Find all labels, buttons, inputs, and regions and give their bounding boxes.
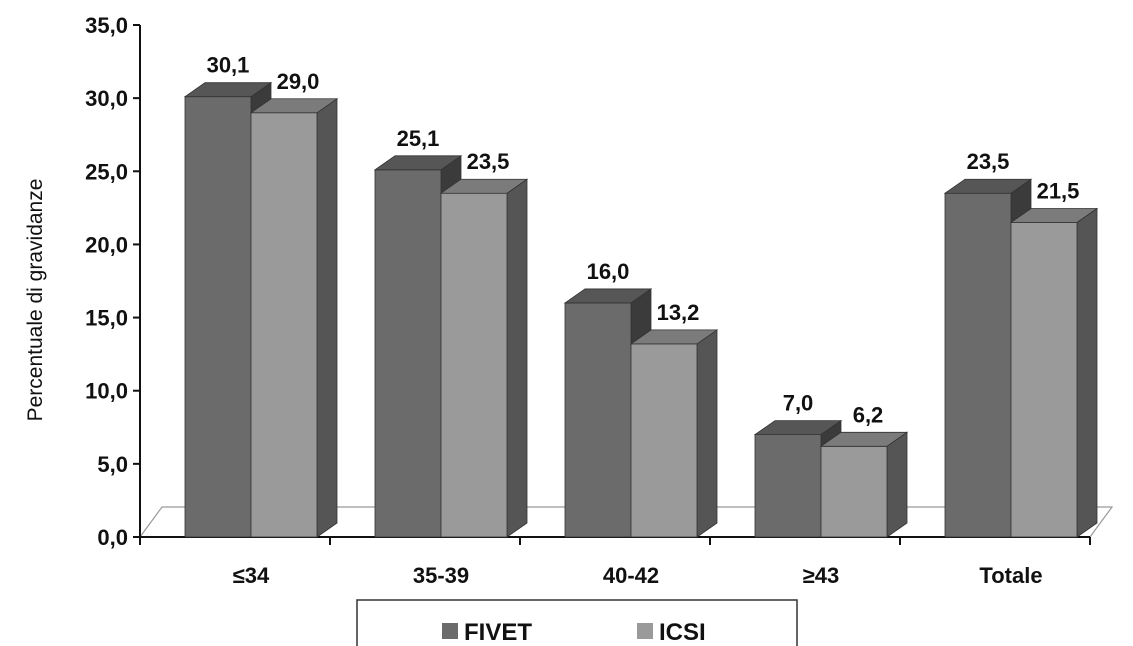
bar-group — [183, 81, 1099, 538]
bar-icsi — [629, 329, 719, 538]
data-label-icsi: 21,5 — [1037, 178, 1080, 203]
y-axis-ticks: 0,0 5,0 10,0 15,0 20,0 25,0 30,0 35,0 — [85, 13, 140, 550]
data-label-icsi: 6,2 — [853, 402, 884, 427]
y-tick-label: 35,0 — [85, 13, 128, 38]
x-tick-label: 35-39 — [413, 563, 469, 588]
y-axis-title: Percentuale di gravidanze — [24, 179, 47, 422]
legend-box — [356, 599, 798, 646]
x-tick-label: ≤34 — [233, 563, 270, 588]
y-tick-label: 5,0 — [97, 452, 128, 477]
bar-icsi — [439, 178, 529, 538]
legend-swatch-fivet — [442, 623, 458, 639]
legend: FIVET ICSI — [356, 599, 798, 646]
legend-swatch-icsi — [637, 623, 653, 639]
y-tick-label: 20,0 — [85, 232, 128, 257]
data-labels: 30,1 29,0 25,1 23,5 16,0 13,2 7,0 6,2 23,5 21,5 — [207, 53, 1080, 428]
x-axis-ticks: ≤34 35-39 40-42 ≥43 Totale — [139, 537, 1091, 588]
bar-icsi — [249, 98, 339, 538]
data-label-icsi: 29,0 — [277, 69, 320, 94]
x-tick-label: Totale — [979, 563, 1042, 588]
legend-label-fivet: FIVET — [464, 619, 532, 646]
y-tick-label: 30,0 — [85, 86, 128, 111]
data-label-icsi: 23,5 — [467, 149, 510, 174]
data-label-fivet: 7,0 — [783, 391, 814, 416]
y-tick-label: 0,0 — [97, 525, 128, 550]
bar-icsi — [819, 431, 909, 538]
data-label-icsi: 13,2 — [657, 300, 700, 325]
bar-fivet — [943, 178, 1033, 538]
legend-label-icsi: ICSI — [659, 619, 706, 646]
y-tick-label: 25,0 — [85, 159, 128, 184]
x-tick-label: ≥43 — [803, 563, 840, 588]
data-label-fivet: 30,1 — [207, 53, 250, 78]
y-tick-label: 10,0 — [85, 379, 128, 404]
bar-icsi — [1009, 207, 1099, 538]
data-label-fivet: 16,0 — [587, 259, 630, 284]
y-tick-label: 15,0 — [85, 306, 128, 331]
data-label-fivet: 25,1 — [397, 126, 440, 151]
x-tick-label: 40-42 — [603, 563, 659, 588]
data-label-fivet: 23,5 — [967, 149, 1010, 174]
